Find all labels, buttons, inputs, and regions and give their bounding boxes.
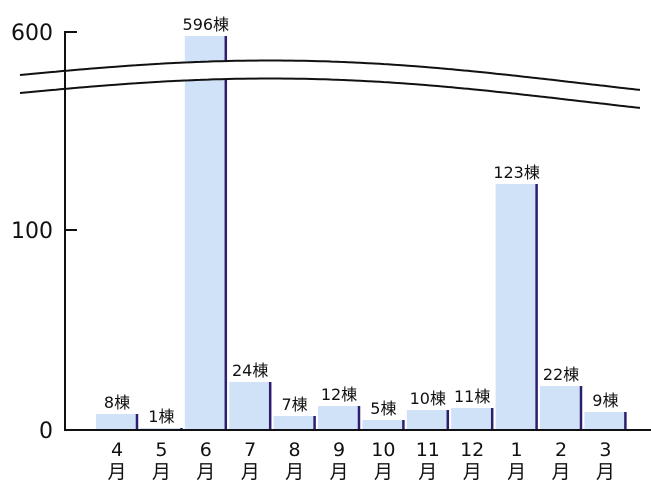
category-label-6: 10 <box>371 439 395 461</box>
data-label-9: 123棟 <box>493 163 540 182</box>
category-label-5: 9 <box>333 439 345 461</box>
category-unit-5: 月 <box>329 461 348 483</box>
data-label-8: 11棟 <box>454 387 490 406</box>
category-unit-0: 月 <box>107 461 126 483</box>
data-label-4: 7棟 <box>282 395 308 414</box>
category-unit-4: 月 <box>285 461 304 483</box>
bar-4 <box>273 416 316 430</box>
axis-break-band <box>20 60 640 108</box>
data-label-5: 12棟 <box>321 385 357 404</box>
category-label-8: 12 <box>460 439 484 461</box>
category-label-9: 1 <box>511 439 523 461</box>
bar-8 <box>451 408 494 430</box>
data-label-2: 596棟 <box>183 15 230 34</box>
category-label-2: 6 <box>200 439 212 461</box>
data-label-0: 8棟 <box>104 393 130 412</box>
bar-0 <box>96 414 138 430</box>
y-tick-label-100: 100 <box>11 219 53 244</box>
y-tick-label-0: 0 <box>39 419 53 444</box>
category-label-7: 11 <box>416 439 440 461</box>
data-label-11: 9棟 <box>592 391 618 410</box>
data-label-10: 22棟 <box>543 365 579 384</box>
category-unit-8: 月 <box>463 461 482 483</box>
category-unit-9: 月 <box>507 461 526 483</box>
y-tick-label-600: 600 <box>11 21 53 46</box>
axis-break-line-top <box>19 59 641 91</box>
data-label-3: 24棟 <box>232 361 268 380</box>
category-label-1: 5 <box>155 439 167 461</box>
category-unit-11: 月 <box>596 461 615 483</box>
axis-break <box>19 59 641 109</box>
bar-7 <box>406 410 449 430</box>
category-unit-7: 月 <box>418 461 437 483</box>
data-label-6: 5棟 <box>370 399 396 418</box>
axis-break-line-bottom <box>19 77 641 109</box>
category-label-3: 7 <box>244 439 256 461</box>
bar-10 <box>540 386 582 430</box>
category-label-0: 4 <box>111 439 123 461</box>
bar-9 <box>495 184 538 430</box>
category-unit-3: 月 <box>241 461 260 483</box>
bar-5 <box>318 406 360 430</box>
data-label-1: 1棟 <box>148 407 174 426</box>
category-unit-6: 月 <box>374 461 393 483</box>
bar-11 <box>584 412 627 430</box>
category-label-11: 3 <box>599 439 611 461</box>
category-unit-1: 月 <box>152 461 171 483</box>
data-label-7: 10棟 <box>410 389 446 408</box>
bar-6 <box>362 420 405 430</box>
category-unit-10: 月 <box>551 461 570 483</box>
category-label-10: 2 <box>555 439 567 461</box>
category-unit-2: 月 <box>196 461 215 483</box>
bar-2 <box>184 36 227 430</box>
category-label-4: 8 <box>289 439 301 461</box>
bar-3 <box>229 382 272 430</box>
